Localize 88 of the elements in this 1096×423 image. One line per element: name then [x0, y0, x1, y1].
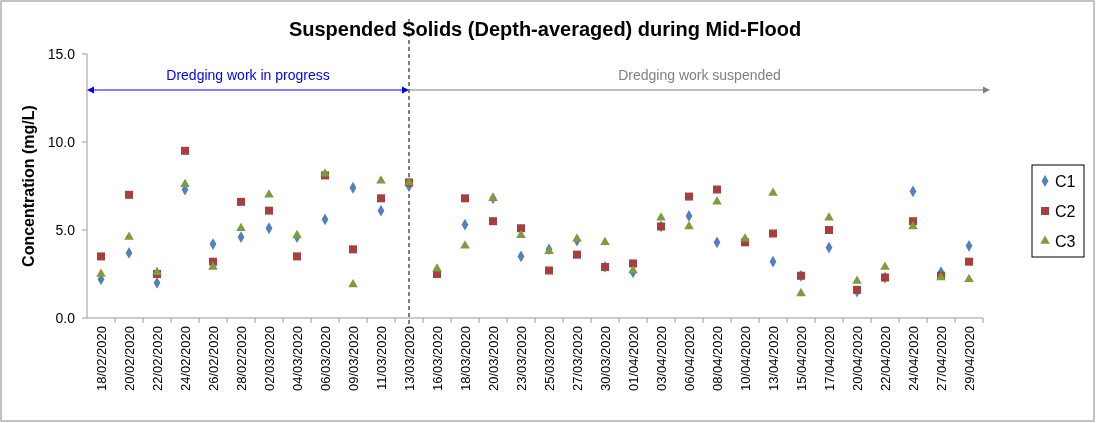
point: [489, 217, 497, 226]
x-tick-label: 29/04/2020: [961, 326, 977, 392]
annotation: Dredging work in progress: [166, 67, 330, 83]
point: [964, 273, 974, 283]
point: [208, 261, 218, 270]
point: [656, 212, 666, 221]
point: [349, 245, 357, 254]
point: [180, 178, 190, 188]
point: [152, 266, 162, 276]
point: [377, 194, 385, 203]
x-tick-label: 01/04/2020: [625, 326, 641, 392]
x-tick-label: 30/03/2020: [597, 326, 613, 392]
legend-label: C2: [1055, 202, 1076, 220]
x-tick-label: 06/04/2020: [681, 326, 697, 392]
x-tick-label: 04/03/2020: [289, 326, 305, 392]
point: [600, 236, 610, 246]
x-tick-label: 16/03/2020: [429, 326, 445, 392]
point: [853, 285, 861, 294]
legend-label: C3: [1055, 232, 1076, 250]
x-tick-label: 20/02/2020: [121, 326, 137, 392]
y-axis-title: Concentration (mg/L): [20, 105, 37, 267]
point: [237, 197, 245, 206]
x-tick-label: 22/02/2020: [149, 326, 165, 392]
point: [572, 233, 582, 242]
point: [629, 259, 637, 268]
point: [908, 220, 918, 230]
point: [713, 185, 721, 194]
point: [684, 220, 694, 230]
x-tick-label: 18/02/2020: [93, 326, 109, 392]
point: [97, 252, 105, 261]
x-tick-label: 09/03/2020: [345, 326, 361, 392]
point: [628, 264, 638, 274]
legend-label: C1: [1055, 172, 1076, 190]
point: [685, 192, 693, 201]
x-tick-label: 13/03/2020: [401, 326, 417, 392]
x-tick-label: 25/03/2020: [541, 326, 557, 392]
x-tick-label: 24/02/2020: [177, 326, 193, 392]
x-tick-label: 18/03/2020: [457, 326, 473, 392]
x-tick-label: 24/04/2020: [905, 326, 921, 392]
point: [796, 287, 806, 297]
point: [125, 190, 133, 199]
y-tick-label: 0.0: [55, 309, 76, 326]
x-tick-label: 06/03/2020: [317, 326, 333, 392]
y-tick-label: 5.0: [55, 221, 76, 238]
x-tick-label: 15/04/2020: [793, 326, 809, 392]
point: [292, 229, 302, 239]
x-tick-label: 27/04/2020: [933, 326, 949, 392]
x-tick-label: 13/04/2020: [765, 326, 781, 392]
point: [825, 226, 833, 234]
x-tick-label: 02/03/2020: [261, 326, 277, 392]
point: [824, 212, 834, 221]
point: [264, 189, 274, 198]
x-tick-label: 22/04/2020: [877, 326, 893, 392]
point: [96, 268, 106, 277]
x-tick-label: 26/02/2020: [205, 326, 221, 392]
x-tick-label: 20/03/2020: [485, 326, 501, 392]
point: [965, 257, 973, 266]
point: [573, 250, 581, 259]
point: [461, 194, 469, 203]
point: [516, 229, 526, 239]
x-tick-label: 27/03/2020: [569, 326, 585, 392]
point: [124, 231, 134, 240]
point: [460, 240, 470, 249]
y-tick-label: 15.0: [47, 45, 76, 62]
x-tick-label: 03/04/2020: [653, 326, 669, 392]
point: [236, 222, 246, 232]
point: [712, 196, 722, 205]
x-tick-label: 17/04/2020: [821, 326, 837, 392]
x-tick-label: 10/04/2020: [737, 326, 753, 392]
point: [768, 187, 778, 196]
point: [740, 233, 750, 242]
x-tick-label: 20/04/2020: [849, 326, 865, 392]
point: [880, 261, 890, 270]
point: [181, 146, 189, 155]
x-tick-label: 23/03/2020: [513, 326, 529, 392]
point: [769, 229, 777, 238]
x-tick-label: 08/04/2020: [709, 326, 725, 392]
point: [348, 279, 358, 288]
y-tick-label: 10.0: [47, 133, 76, 150]
point: [293, 252, 301, 261]
x-tick-label: 28/02/2020: [233, 326, 249, 392]
annotation: Dredging work suspended: [618, 67, 781, 83]
point: [545, 266, 553, 275]
chart-title: Suspended Solids (Depth-averaged) during Mid-Flood: [288, 18, 802, 40]
point: [852, 275, 862, 284]
point: [265, 206, 273, 215]
point: [517, 224, 525, 233]
x-tick-label: 11/03/2020: [373, 326, 389, 391]
